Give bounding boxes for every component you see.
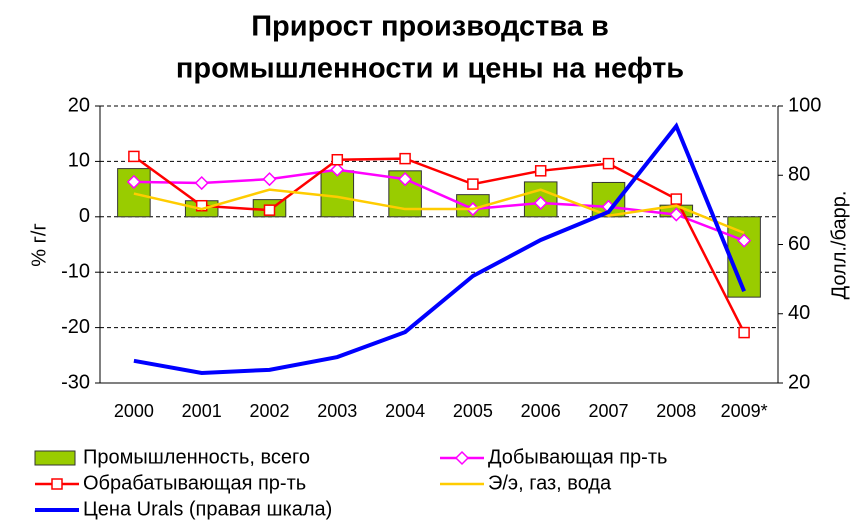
marker bbox=[737, 233, 752, 248]
y-tick-label: 10 bbox=[68, 150, 90, 172]
marker bbox=[126, 174, 141, 189]
y-tick-label: -10 bbox=[61, 260, 90, 282]
marker bbox=[331, 153, 344, 166]
y-axis-label: % г/г bbox=[28, 223, 50, 267]
legend-item: Добывающая пр-ть bbox=[440, 446, 667, 468]
x-tick-label: 2001 bbox=[182, 401, 222, 421]
y-tick-label: -30 bbox=[61, 371, 90, 393]
marker bbox=[602, 157, 615, 170]
line bbox=[133, 155, 746, 334]
legend-item: Цена Urals (правая шкала) bbox=[35, 498, 332, 520]
legend-item: Обрабатывающая пр-ть bbox=[35, 472, 306, 494]
legend-label: Э/э, газ, вода bbox=[488, 472, 612, 494]
x-tick-label: 2002 bbox=[249, 401, 289, 421]
y2-tick-label: 60 bbox=[788, 233, 810, 255]
y2-tick-label: 40 bbox=[788, 302, 810, 324]
y2-tick-label: 20 bbox=[788, 371, 810, 393]
chart-title: Прирост производства в bbox=[251, 11, 609, 43]
legend-label: Добывающая пр-ть bbox=[488, 446, 667, 468]
y-tick-label: 0 bbox=[79, 205, 90, 227]
marker bbox=[533, 195, 548, 211]
marker bbox=[263, 204, 276, 216]
legend-item: Промышленность, всего bbox=[34, 446, 310, 468]
bar bbox=[320, 170, 355, 218]
legend-label: Цена Urals (правая шкала) bbox=[83, 498, 332, 520]
y-tick-label: -20 bbox=[61, 316, 90, 338]
x-tick-label: 2006 bbox=[521, 401, 561, 421]
x-tick-label: 2009* bbox=[721, 401, 768, 421]
marker bbox=[195, 199, 208, 212]
marker bbox=[398, 172, 413, 187]
x-tick-label: 2008 bbox=[656, 401, 696, 421]
marker bbox=[399, 152, 411, 165]
x-tick-label: 2003 bbox=[317, 401, 357, 421]
line bbox=[133, 168, 745, 242]
marker bbox=[51, 478, 63, 490]
marker bbox=[534, 165, 547, 177]
marker bbox=[128, 150, 140, 163]
bar bbox=[117, 168, 151, 218]
line bbox=[133, 188, 745, 235]
marker bbox=[454, 450, 470, 466]
y2-tick-label: 100 bbox=[788, 94, 821, 116]
x-tick-label: 2007 bbox=[588, 401, 628, 421]
legend-label: Промышленность, всего bbox=[83, 446, 310, 468]
marker bbox=[467, 178, 479, 190]
bar bbox=[727, 216, 761, 298]
y2-axis-label: Долл./барр. bbox=[828, 191, 850, 300]
x-tick-label: 2000 bbox=[114, 401, 154, 421]
marker bbox=[670, 193, 683, 205]
legend-item: Э/э, газ, вода bbox=[440, 472, 612, 494]
marker bbox=[669, 207, 684, 222]
x-tick-label: 2005 bbox=[453, 401, 493, 421]
y2-tick-label: 80 bbox=[788, 164, 810, 186]
marker bbox=[330, 162, 345, 177]
marker bbox=[194, 175, 209, 191]
chart-title: промышленности и цены на нефть bbox=[176, 53, 684, 85]
legend-swatch bbox=[34, 450, 76, 466]
line bbox=[133, 122, 746, 375]
legend-label: Обрабатывающая пр-ть bbox=[83, 472, 306, 494]
y-tick-label: 20 bbox=[68, 94, 90, 116]
marker bbox=[738, 326, 750, 339]
x-tick-label: 2004 bbox=[385, 401, 425, 421]
marker bbox=[262, 172, 277, 187]
